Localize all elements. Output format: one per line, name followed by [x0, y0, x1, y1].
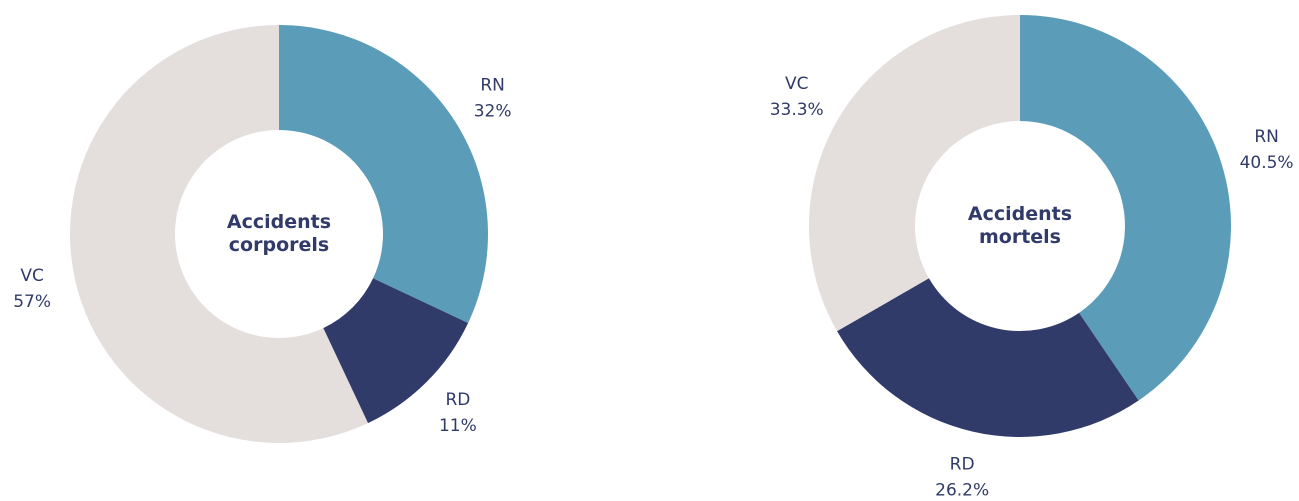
slice-value: 26.2% — [935, 480, 989, 500]
slice — [323, 278, 469, 424]
slice — [837, 278, 1139, 438]
slice-name: RN — [1254, 127, 1279, 147]
slice-value: 33.3% — [770, 100, 824, 120]
slice-name: RD — [950, 454, 975, 474]
slice-name: RD — [445, 390, 470, 410]
slice — [808, 15, 1020, 332]
slice-name: RN — [480, 75, 505, 95]
slice-value: 40.5% — [1240, 153, 1294, 173]
slice-name: VC — [785, 74, 809, 94]
slice-value: 57% — [13, 292, 51, 312]
slice — [69, 25, 368, 444]
slice — [1020, 15, 1231, 401]
slice-value: 32% — [474, 101, 512, 121]
center-title: Accidents mortels — [967, 203, 1073, 248]
slice — [279, 25, 488, 323]
center-title: Accidents corporels — [226, 211, 332, 256]
slice-name: VC — [20, 266, 44, 286]
slice-value: 11% — [439, 416, 477, 436]
